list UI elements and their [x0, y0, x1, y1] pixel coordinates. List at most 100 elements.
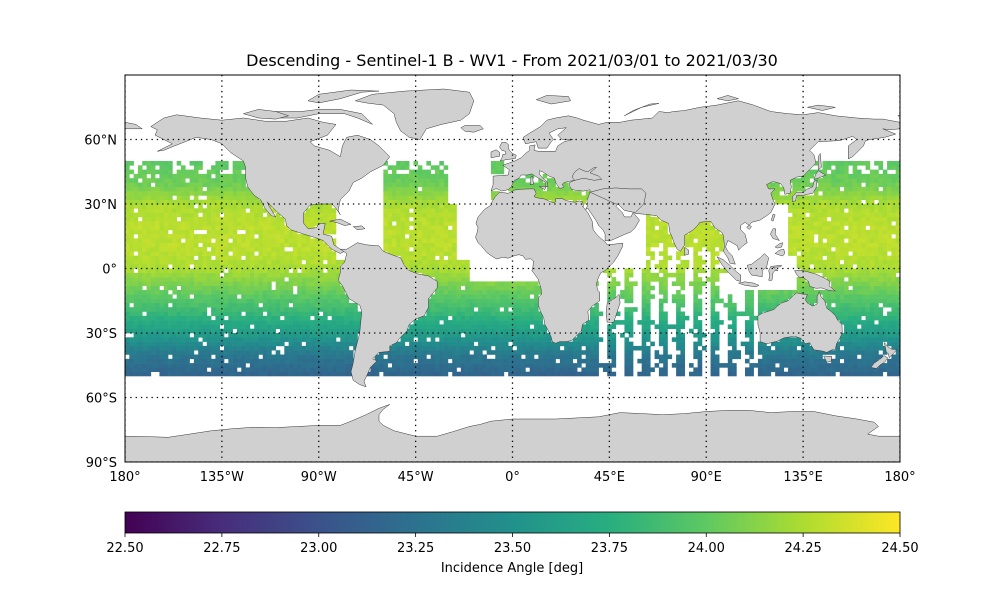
data-cell	[206, 221, 212, 226]
data-cell	[710, 264, 716, 269]
data-cell	[340, 302, 345, 308]
data-cell	[805, 350, 810, 355]
data-cell	[387, 251, 393, 256]
data-cell	[254, 272, 259, 278]
data-cell	[232, 182, 238, 188]
data-cell	[624, 294, 630, 299]
data-cell	[831, 281, 836, 286]
data-cell	[391, 212, 397, 218]
data-cell	[305, 238, 311, 243]
data-cell	[800, 350, 806, 355]
data-cell	[185, 272, 190, 278]
data-cell	[185, 358, 190, 364]
data-cell	[727, 298, 733, 304]
data-cell	[413, 259, 419, 265]
data-cell	[503, 358, 509, 364]
data-cell	[792, 216, 797, 222]
data-cell	[783, 199, 789, 205]
data-cell	[180, 324, 186, 329]
data-cell	[435, 204, 440, 209]
data-cell	[732, 350, 737, 355]
data-cell	[469, 354, 475, 360]
data-cell	[211, 191, 216, 196]
data-cell	[693, 345, 698, 351]
data-cell	[607, 350, 612, 355]
data-cell	[861, 311, 866, 317]
data-cell	[125, 320, 130, 325]
data-cell	[788, 234, 793, 239]
data-cell	[241, 195, 246, 200]
data-cell	[452, 311, 457, 317]
data-cell	[800, 251, 806, 256]
data-cell	[228, 298, 233, 304]
data-cell	[435, 350, 440, 355]
data-cell	[426, 363, 431, 368]
data-cell	[835, 290, 841, 295]
data-cell	[822, 350, 828, 355]
data-cell	[163, 251, 169, 256]
data-cell	[215, 320, 221, 325]
data-cell	[577, 195, 582, 200]
data-cell	[839, 268, 845, 274]
data-cell	[534, 186, 539, 192]
data-cell	[224, 345, 229, 351]
data-cell	[452, 216, 457, 222]
data-cell	[658, 302, 664, 308]
data-cell	[198, 354, 203, 360]
data-cell	[198, 333, 203, 338]
data-cell	[176, 320, 182, 325]
data-cell	[335, 311, 341, 317]
data-cell	[848, 367, 853, 372]
data-cell	[891, 281, 896, 286]
data-cell	[297, 363, 302, 368]
data-cell	[176, 298, 182, 304]
data-cell	[275, 320, 281, 325]
data-cell	[482, 337, 487, 342]
data-cell	[430, 371, 436, 377]
data-cell	[891, 264, 896, 269]
data-cell	[249, 255, 255, 261]
data-cell	[426, 311, 431, 317]
data-cell	[521, 290, 526, 295]
data-cell	[822, 294, 828, 299]
data-cell	[245, 221, 251, 226]
data-cell	[887, 208, 892, 213]
data-cell	[835, 264, 841, 269]
data-cell	[146, 298, 152, 304]
data-cell	[185, 290, 190, 295]
data-cell	[262, 307, 268, 312]
data-cell	[150, 272, 156, 278]
data-cell	[546, 371, 552, 377]
data-cell	[697, 341, 703, 347]
data-cell	[727, 341, 733, 347]
data-cell	[848, 182, 853, 188]
data-cell	[783, 341, 789, 347]
data-cell	[525, 285, 531, 291]
data-cell	[159, 259, 165, 265]
data-cell	[645, 229, 651, 235]
data-cell	[340, 367, 345, 372]
data-cell	[206, 204, 212, 209]
data-cell	[874, 234, 879, 239]
data-cell	[813, 363, 819, 368]
data-cell	[185, 345, 190, 351]
data-cell	[366, 371, 371, 377]
data-cell	[409, 182, 414, 188]
data-cell	[551, 367, 556, 372]
data-cell	[628, 354, 634, 360]
data-cell	[861, 234, 866, 239]
data-cell	[856, 234, 862, 239]
data-cell	[232, 234, 238, 239]
data-cell	[878, 251, 884, 256]
data-cell	[193, 264, 199, 269]
data-cell	[198, 238, 203, 243]
data-cell	[176, 302, 182, 308]
data-cell	[163, 277, 169, 282]
data-cell	[344, 315, 350, 321]
data-cell	[125, 186, 130, 192]
data-cell	[236, 238, 242, 243]
data-cell	[211, 285, 216, 291]
data-cell	[478, 333, 483, 338]
data-cell	[245, 341, 251, 347]
data-cell	[895, 225, 900, 231]
